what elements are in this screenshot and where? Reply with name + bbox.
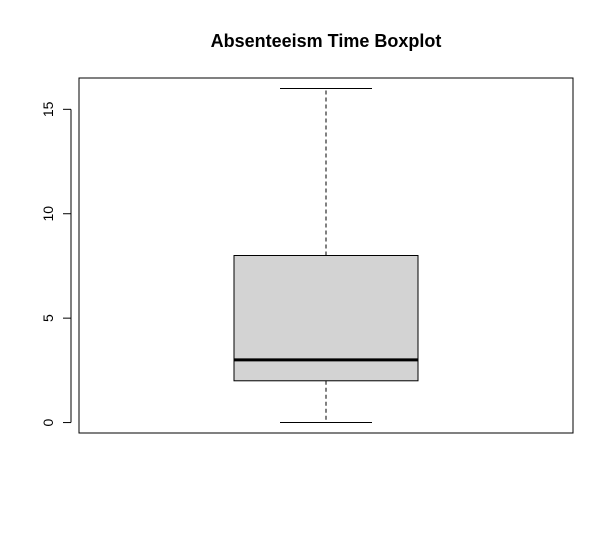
y-tick-label: 10 xyxy=(40,206,56,222)
y-tick-label: 5 xyxy=(40,314,56,322)
boxplot-box-group xyxy=(233,87,419,424)
iqr-box xyxy=(233,255,419,382)
y-axis: 0 5 10 15 xyxy=(40,101,72,426)
y-tick-label: 15 xyxy=(40,101,56,117)
plot-area-frame xyxy=(78,77,574,434)
chart-title: Absenteeism Time Boxplot xyxy=(211,31,442,51)
y-tick-label: 0 xyxy=(40,418,56,426)
